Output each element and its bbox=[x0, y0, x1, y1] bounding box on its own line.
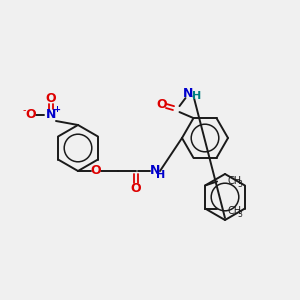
Text: N: N bbox=[46, 109, 56, 122]
Text: O: O bbox=[26, 109, 36, 122]
Text: H: H bbox=[156, 170, 166, 180]
Text: CH: CH bbox=[227, 206, 241, 215]
Text: +: + bbox=[53, 104, 61, 113]
Text: O: O bbox=[131, 182, 141, 194]
Text: N: N bbox=[150, 164, 160, 176]
Text: 3: 3 bbox=[237, 210, 242, 219]
Text: H: H bbox=[192, 91, 201, 101]
Text: -: - bbox=[22, 105, 26, 115]
Text: O: O bbox=[91, 164, 101, 178]
Text: O: O bbox=[156, 98, 167, 111]
Text: CH: CH bbox=[227, 176, 241, 185]
Text: N: N bbox=[183, 87, 194, 100]
Text: O: O bbox=[46, 92, 56, 104]
Text: 3: 3 bbox=[237, 180, 242, 189]
